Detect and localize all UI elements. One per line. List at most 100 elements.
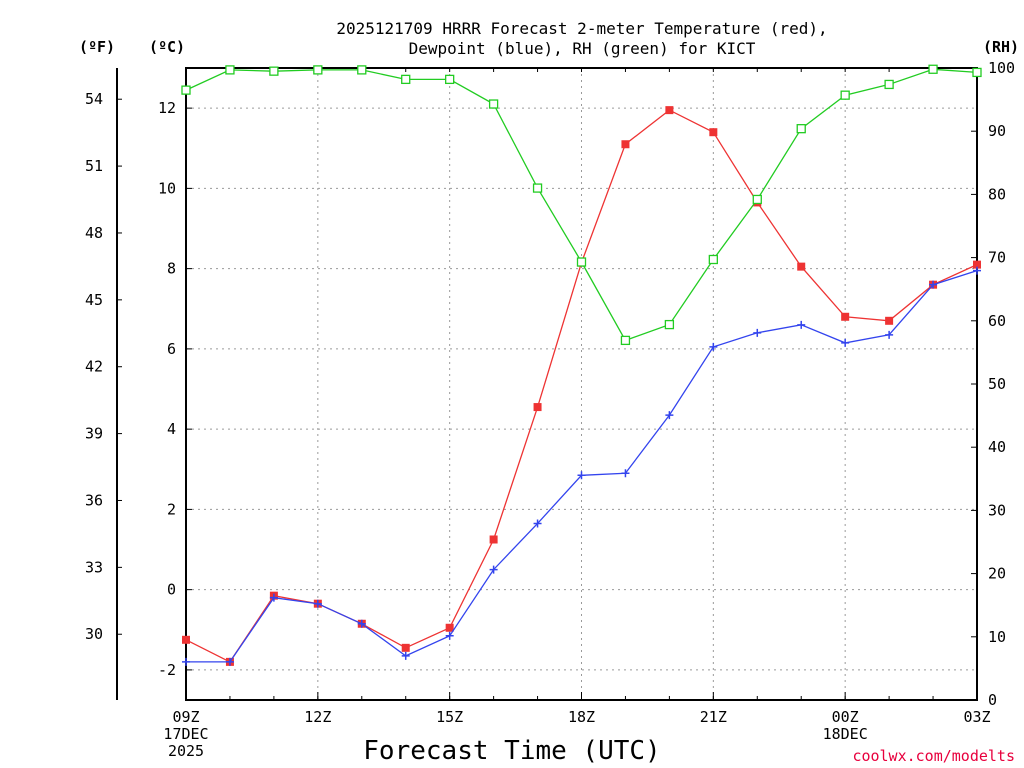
dewpoint-point (973, 266, 981, 275)
x-axis-label: Forecast Time (UTC) (363, 736, 660, 766)
rh-tick-label: 40 (988, 438, 1006, 456)
time-tick-label: 12Z (304, 708, 331, 726)
celsius-tick-labels: 12 10 8 6 4 2 0 -2 (158, 99, 176, 679)
fahrenheit-tick-label: 30 (85, 625, 103, 643)
temperature-point (182, 635, 190, 644)
celsius-tick-label: 10 (158, 179, 176, 197)
dewpoint-point (797, 320, 806, 329)
dewpoint-point (313, 599, 322, 608)
dewpoint-point (621, 469, 630, 478)
rh-point (708, 254, 718, 265)
rh-tick-label: 80 (988, 185, 1006, 203)
rh-tick-label: 70 (988, 249, 1006, 267)
dewpoint-point (665, 411, 674, 420)
time-tick-label: 18Z (568, 708, 595, 726)
rh-point (620, 335, 631, 346)
time-tick-label: 15Z (436, 708, 463, 726)
rh-point (313, 65, 323, 75)
fahrenheit-tick-label: 36 (85, 491, 103, 509)
rh-tick-label: 50 (988, 375, 1006, 393)
temperature-point (885, 316, 894, 325)
celsius-unit-label: (ºC) (149, 38, 185, 56)
fahrenheit-unit-label: (ºF) (79, 38, 115, 56)
dewpoint-point (885, 330, 894, 339)
fahrenheit-tick-label: 42 (85, 358, 103, 376)
time-tick-label: 03Z (963, 708, 990, 726)
temperature-point (533, 403, 542, 412)
celsius-tick-label: -2 (158, 661, 176, 679)
fahrenheit-tick-label: 48 (85, 224, 103, 242)
dewpoint-point (401, 651, 410, 660)
time-tick-label: 17DEC (163, 725, 208, 743)
rh-tick-label: 90 (988, 122, 1006, 140)
rh-tick-label: 30 (988, 501, 1006, 519)
rh-point (576, 257, 587, 267)
axis-ticks (117, 67, 978, 701)
plot-frame (185, 67, 978, 701)
fahrenheit-tick-labels: 54 51 48 45 42 39 36 33 30 (85, 90, 103, 643)
temperature-point (401, 643, 410, 652)
rh-point (972, 67, 982, 78)
dewpoint-point (269, 593, 278, 602)
fahrenheit-tick-label: 45 (85, 291, 103, 309)
time-tick-label: 18DEC (823, 725, 868, 743)
rh-unit-label: (RH) (983, 38, 1019, 56)
rh-point (884, 79, 894, 90)
rh-point (269, 66, 279, 76)
rh-tick-label: 100 (988, 59, 1015, 77)
dewpoint-point (489, 565, 498, 574)
dewpoint-point (445, 631, 454, 640)
fahrenheit-tick-label: 33 (85, 558, 103, 576)
dewpoint-point (533, 519, 542, 528)
temperature-point (973, 260, 981, 269)
time-tick-label: 00Z (832, 708, 859, 726)
fahrenheit-tick-label: 51 (85, 157, 103, 175)
celsius-tick-label: 2 (167, 500, 176, 518)
rh-point (752, 194, 762, 205)
fahrenheit-tick-label: 39 (85, 425, 103, 443)
rh-point (357, 65, 367, 75)
temperature-point (709, 128, 718, 137)
rh-point (401, 74, 411, 85)
series-layer (181, 64, 982, 666)
chart-title-line-1: 2025121709 HRRR Forecast 2-meter Tempera… (336, 19, 827, 38)
temperature-point (489, 535, 498, 544)
dewpoint-point (753, 328, 762, 337)
time-tick-label: 21Z (700, 708, 727, 726)
temperature-point (621, 140, 630, 149)
celsius-tick-label: 0 (167, 581, 176, 599)
dewpoint-point (841, 338, 850, 347)
dewpoint-point (225, 657, 234, 666)
temperature-point (797, 262, 806, 271)
celsius-tick-label: 6 (167, 340, 176, 358)
rh-point (181, 85, 191, 95)
rh-point (445, 74, 455, 85)
rh-point (225, 65, 235, 75)
rh-line (185, 68, 978, 342)
fahrenheit-tick-label: 54 (85, 90, 103, 108)
rh-point (840, 90, 850, 100)
temperature-point (841, 312, 850, 321)
time-tick-label: 09Z (172, 708, 199, 726)
rh-point (532, 183, 543, 193)
dewpoint-point (709, 342, 718, 351)
grid-lines (186, 68, 977, 700)
celsius-tick-label: 12 (158, 99, 176, 117)
source-credit: coolwx.com/modelts (852, 747, 1015, 765)
rh-point (488, 99, 499, 109)
celsius-tick-label: 4 (167, 420, 176, 438)
rh-tick-label: 60 (988, 312, 1006, 330)
temperature-point (665, 106, 674, 115)
rh-tick-label: 20 (988, 565, 1006, 583)
celsius-tick-label: 8 (167, 260, 176, 278)
rh-point (664, 319, 675, 330)
rh-tick-label: 10 (988, 628, 1006, 646)
dewpoint-point (929, 280, 938, 289)
time-tick-label: 2025 (168, 742, 204, 760)
dewpoint-point (357, 619, 366, 628)
rh-tick-label: 0 (988, 691, 997, 709)
dewpoint-point (182, 657, 190, 666)
